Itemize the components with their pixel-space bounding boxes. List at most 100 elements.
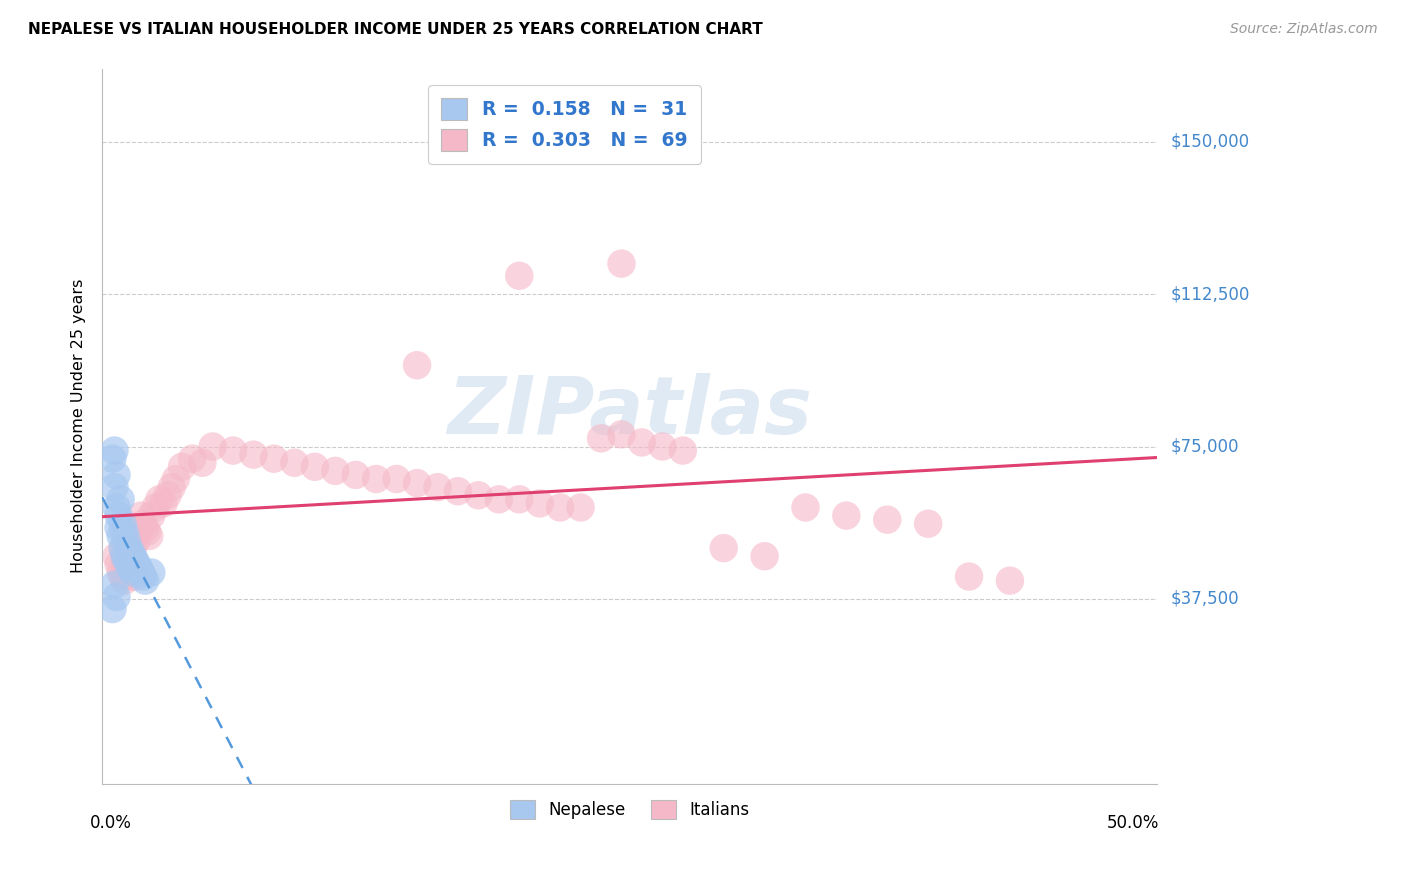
Point (569, 500, 592, 515)
Point (170, 459, 193, 474)
Point (610, 427, 633, 442)
Point (111, 516, 134, 531)
Point (105, 500, 128, 515)
Text: $150,000: $150,000 (1171, 133, 1250, 151)
Point (713, 541, 735, 555)
Point (406, 358, 429, 372)
Point (129, 508, 152, 523)
Point (118, 541, 141, 555)
Point (134, 574, 156, 588)
Point (794, 500, 817, 515)
Point (114, 574, 136, 588)
Point (115, 566, 138, 580)
Point (138, 529, 160, 543)
Point (529, 496, 551, 510)
Point (110, 492, 132, 507)
Point (114, 524, 136, 539)
Point (156, 488, 179, 502)
Point (118, 569, 141, 583)
Point (128, 561, 150, 575)
Text: ZIPatlas: ZIPatlas (447, 373, 813, 450)
Point (101, 451, 124, 466)
Point (141, 566, 163, 580)
Point (115, 553, 138, 567)
Point (136, 524, 159, 539)
Point (426, 480, 449, 494)
Point (110, 529, 132, 543)
Point (124, 569, 146, 583)
Point (385, 472, 408, 486)
Point (115, 541, 138, 555)
Point (114, 553, 136, 567)
Point (201, 440, 224, 454)
Point (122, 566, 145, 580)
Point (447, 484, 470, 499)
Point (124, 521, 146, 535)
Point (103, 480, 125, 494)
Point (165, 472, 187, 486)
Point (610, 257, 633, 271)
Point (110, 566, 132, 580)
Point (111, 569, 134, 583)
Legend: Nepalese, Italians: Nepalese, Italians (503, 793, 756, 826)
Point (120, 566, 142, 580)
Point (101, 602, 124, 616)
Point (125, 533, 148, 547)
Point (128, 524, 150, 539)
Point (672, 443, 695, 458)
Point (122, 549, 145, 564)
Point (120, 545, 142, 559)
Point (917, 516, 939, 531)
Point (488, 492, 510, 507)
Point (132, 569, 155, 583)
Point (129, 566, 152, 580)
Point (141, 508, 163, 523)
Point (548, 500, 571, 515)
Text: $75,000: $75,000 (1171, 437, 1240, 456)
Point (148, 492, 170, 507)
Point (242, 448, 264, 462)
Point (105, 549, 128, 564)
Point (114, 549, 136, 564)
Point (115, 533, 138, 547)
Point (754, 549, 776, 564)
Text: 0.0%: 0.0% (90, 814, 131, 832)
Point (366, 472, 388, 486)
Point (125, 558, 148, 572)
Text: 50.0%: 50.0% (1107, 814, 1159, 832)
Point (191, 456, 214, 470)
Point (118, 549, 141, 564)
Point (129, 566, 152, 580)
Point (134, 521, 156, 535)
Point (323, 464, 346, 478)
Point (998, 574, 1021, 588)
Point (103, 443, 125, 458)
Point (876, 513, 898, 527)
Text: NEPALESE VS ITALIAN HOUSEHOLDER INCOME UNDER 25 YEARS CORRELATION CHART: NEPALESE VS ITALIAN HOUSEHOLDER INCOME U… (28, 22, 763, 37)
Point (508, 268, 530, 283)
Point (181, 451, 204, 466)
Point (631, 435, 654, 450)
Point (283, 456, 305, 470)
Point (160, 480, 183, 494)
Point (467, 488, 489, 502)
Text: Source: ZipAtlas.com: Source: ZipAtlas.com (1230, 22, 1378, 37)
Point (111, 541, 134, 555)
Point (344, 467, 367, 482)
Point (957, 569, 980, 583)
Point (103, 577, 125, 591)
Point (120, 533, 142, 547)
Point (107, 521, 129, 535)
Point (105, 467, 128, 482)
Point (118, 558, 141, 572)
Point (105, 590, 128, 604)
Point (145, 500, 167, 515)
Text: $112,500: $112,500 (1171, 285, 1250, 303)
Point (222, 443, 245, 458)
Point (132, 516, 155, 531)
Point (651, 440, 673, 454)
Point (406, 476, 429, 491)
Text: $37,500: $37,500 (1171, 590, 1240, 608)
Point (107, 508, 129, 523)
Point (152, 496, 174, 510)
